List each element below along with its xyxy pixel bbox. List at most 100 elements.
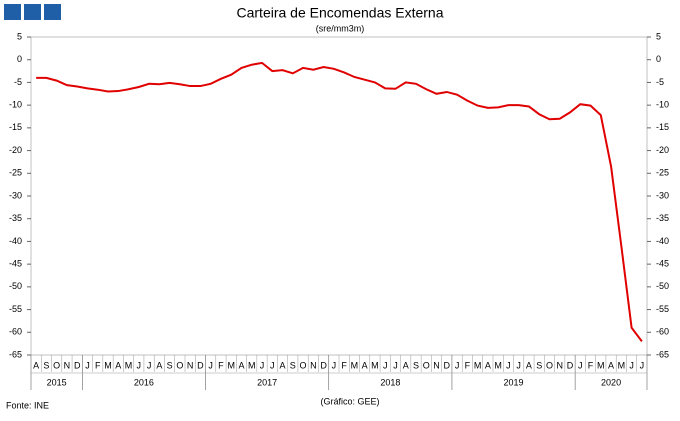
y-tick-label: -5 bbox=[14, 77, 22, 87]
x-tick-label: S bbox=[413, 360, 419, 370]
x-tick-label: J bbox=[393, 360, 398, 370]
y-tick-label-right: -20 bbox=[656, 145, 669, 155]
x-tick-label: J bbox=[85, 360, 90, 370]
source: Fonte: INE bbox=[6, 400, 49, 410]
x-tick-label: A bbox=[526, 360, 532, 370]
x-tick-label: A bbox=[362, 360, 368, 370]
y-tick-label-right: 5 bbox=[656, 31, 661, 41]
x-tick-label: D bbox=[197, 360, 204, 370]
y-tick-label-right: -10 bbox=[656, 100, 669, 110]
x-tick-label: D bbox=[567, 360, 574, 370]
y-tick-label-right: -5 bbox=[656, 77, 664, 87]
x-tick-label: M bbox=[597, 360, 605, 370]
y-tick-label: -40 bbox=[9, 236, 22, 246]
logo-block bbox=[4, 4, 21, 20]
y-tick-label-right: -45 bbox=[656, 259, 669, 269]
x-tick-label: A bbox=[485, 360, 491, 370]
x-tick-label: J bbox=[578, 360, 583, 370]
x-tick-label: F bbox=[341, 360, 347, 370]
year-label: 2018 bbox=[380, 377, 400, 387]
y-tick-label-right: -60 bbox=[656, 327, 669, 337]
x-tick-label: S bbox=[290, 360, 296, 370]
y-tick-label-right: 0 bbox=[656, 54, 661, 64]
x-tick-label: S bbox=[43, 360, 49, 370]
y-tick-label-right: -40 bbox=[656, 236, 669, 246]
x-tick-label: M bbox=[227, 360, 235, 370]
x-tick-label: J bbox=[629, 360, 634, 370]
x-tick-label: N bbox=[187, 360, 194, 370]
x-tick-label: M bbox=[248, 360, 256, 370]
y-tick-label-right: -35 bbox=[656, 213, 669, 223]
year-label: 2016 bbox=[134, 377, 154, 387]
x-tick-label: J bbox=[270, 360, 275, 370]
y-tick-label: -45 bbox=[9, 259, 22, 269]
x-tick-label: A bbox=[33, 360, 39, 370]
y-tick-label: -35 bbox=[9, 213, 22, 223]
x-tick-label: F bbox=[218, 360, 224, 370]
plot-frame bbox=[30, 36, 648, 356]
x-tick-label: J bbox=[455, 360, 460, 370]
x-tick-label: A bbox=[403, 360, 409, 370]
year-label: 2017 bbox=[257, 377, 277, 387]
y-tick-label-right: -30 bbox=[656, 190, 669, 200]
y-tick-label-right: -65 bbox=[656, 349, 669, 359]
y-tick-label-right: -25 bbox=[656, 168, 669, 178]
year-label: 2015 bbox=[47, 377, 67, 387]
x-tick-label: A bbox=[280, 360, 286, 370]
x-tick-label: J bbox=[137, 360, 142, 370]
y-tick-label: -20 bbox=[9, 145, 22, 155]
x-tick-label: A bbox=[156, 360, 162, 370]
y-tick-label: -15 bbox=[9, 122, 22, 132]
y-tick-label-right: -55 bbox=[656, 304, 669, 314]
logo-block bbox=[44, 4, 61, 20]
logo-block bbox=[24, 4, 41, 20]
x-tick-label: N bbox=[64, 360, 71, 370]
x-tick-label: O bbox=[546, 360, 553, 370]
x-tick-label: F bbox=[465, 360, 471, 370]
x-tick-label: J bbox=[260, 360, 265, 370]
x-tick-label: J bbox=[208, 360, 213, 370]
y-tick-label: -55 bbox=[9, 304, 22, 314]
x-tick-label: J bbox=[640, 360, 645, 370]
x-tick-label: F bbox=[588, 360, 594, 370]
x-tick-label: D bbox=[74, 360, 81, 370]
x-tick-label: O bbox=[300, 360, 307, 370]
x-tick-label: O bbox=[176, 360, 183, 370]
y-tick-label-right: -50 bbox=[656, 281, 669, 291]
x-tick-label: M bbox=[494, 360, 502, 370]
x-tick-label: J bbox=[506, 360, 511, 370]
data-line bbox=[36, 61, 643, 342]
y-tick-label: 5 bbox=[17, 31, 22, 41]
x-tick-label: F bbox=[95, 360, 101, 370]
x-tick-label: N bbox=[433, 360, 440, 370]
x-tick-label: M bbox=[371, 360, 379, 370]
x-tick-label: J bbox=[147, 360, 152, 370]
x-tick-label: D bbox=[320, 360, 327, 370]
y-tick-label: -30 bbox=[9, 190, 22, 200]
x-tick-label: M bbox=[125, 360, 133, 370]
y-tick-label: 0 bbox=[17, 54, 22, 64]
chart-title: Carteira de Encomendas Externa bbox=[237, 5, 444, 21]
x-tick-label: D bbox=[444, 360, 451, 370]
x-tick-label: O bbox=[423, 360, 430, 370]
x-tick-label: J bbox=[516, 360, 521, 370]
x-tick-label: M bbox=[351, 360, 359, 370]
x-tick-label: A bbox=[238, 360, 244, 370]
y-tick-label-right: -15 bbox=[656, 122, 669, 132]
x-tick-label: S bbox=[536, 360, 542, 370]
chart-subtitle: (sre/mm3m) bbox=[316, 23, 365, 33]
x-tick-label: J bbox=[332, 360, 337, 370]
x-tick-label: N bbox=[556, 360, 563, 370]
y-tick-label: -25 bbox=[9, 168, 22, 178]
x-tick-label: A bbox=[115, 360, 121, 370]
y-tick-label: -50 bbox=[9, 281, 22, 291]
y-tick-label: -60 bbox=[9, 327, 22, 337]
x-tick-label: M bbox=[474, 360, 482, 370]
x-tick-label: A bbox=[608, 360, 614, 370]
x-tick-label: M bbox=[618, 360, 626, 370]
x-tick-label: M bbox=[104, 360, 112, 370]
x-tick-label: S bbox=[167, 360, 173, 370]
x-tick-label: O bbox=[53, 360, 60, 370]
y-tick-label: -65 bbox=[9, 349, 22, 359]
